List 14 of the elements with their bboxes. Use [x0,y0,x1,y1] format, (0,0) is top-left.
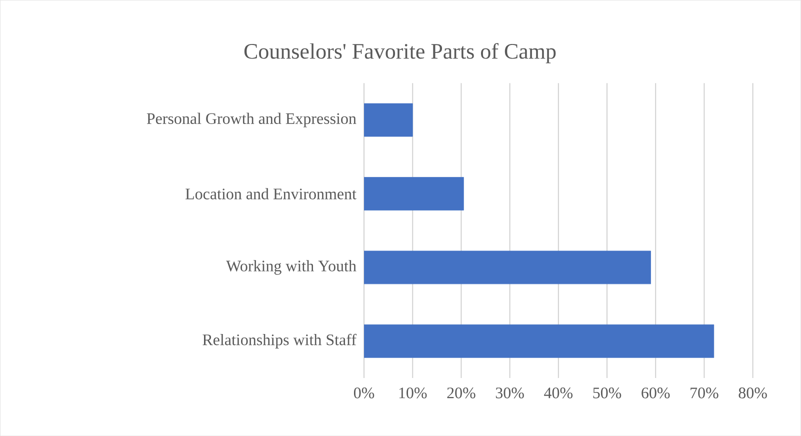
y-tick-label: Relationships with Staff [202,334,357,348]
chart-title: Counselors' Favorite Parts of Camp [244,43,556,64]
x-tick-label: 70% [690,387,718,398]
x-tick-label: 60% [642,387,670,398]
y-tick-label: Working with Youth [226,260,356,275]
x-tick-label: 80% [738,387,767,398]
x-tick-label: 40% [544,387,573,398]
x-tick-label: 20% [447,387,476,398]
x-tick-label: 10% [399,387,427,398]
y-tick-label: Location and Environment [186,188,356,200]
x-tick-label: 30% [496,387,524,398]
x-tick-label: 50% [593,387,622,398]
x-tick-label: 0% [354,387,374,398]
y-tick-label: Personal Growth and Expression [146,112,356,128]
